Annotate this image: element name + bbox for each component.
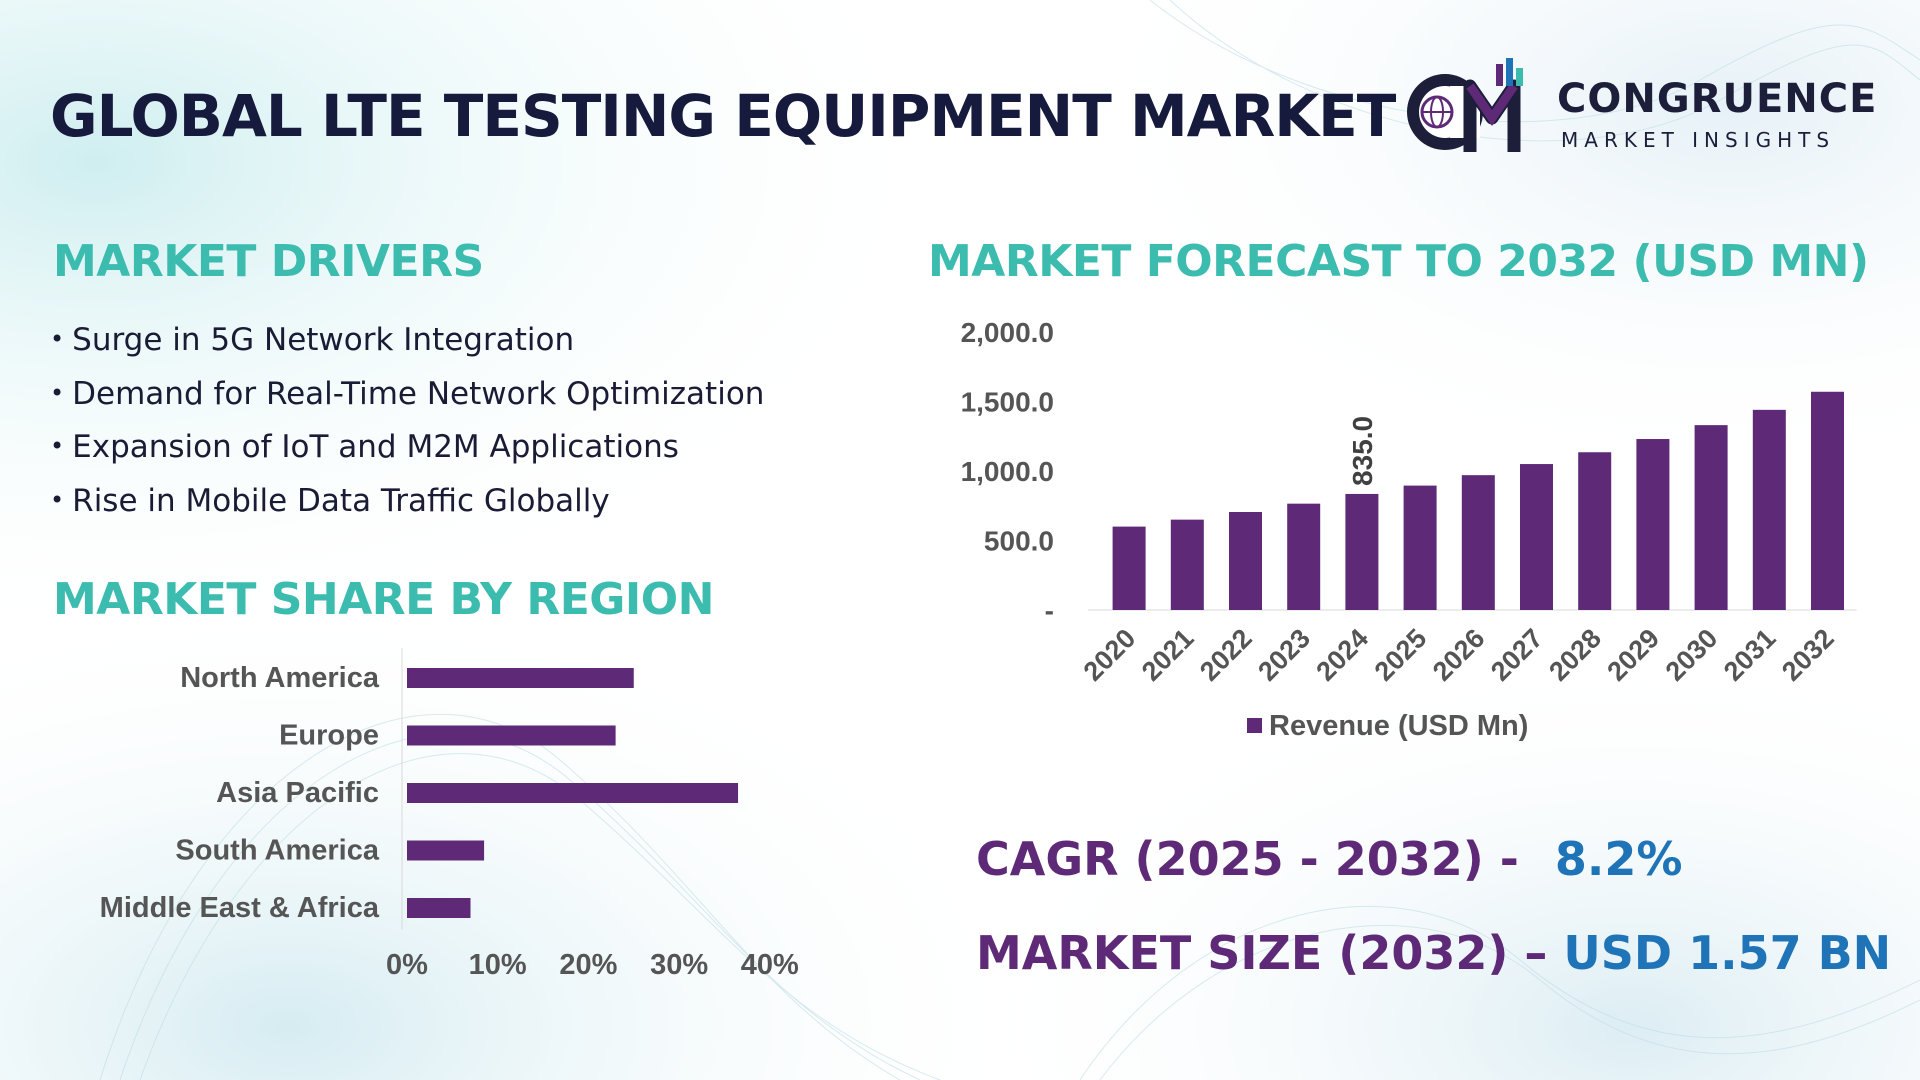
forecast-bar — [1287, 503, 1321, 610]
market-forecast-heading: MARKET FORECAST TO 2032 (USD MN) — [928, 236, 1869, 287]
forecast-bar — [1345, 493, 1379, 610]
region-category-label: South America — [175, 835, 379, 867]
region-bar — [407, 840, 485, 861]
cmi-globe-bars-logo-icon — [1407, 58, 1523, 152]
forecast-bar — [1170, 519, 1204, 610]
forecast-year-label: 2024 — [1310, 623, 1374, 687]
page-title: GLOBAL LTE TESTING EQUIPMENT MARKET — [50, 82, 1396, 150]
forecast-y-tick-label: 1,000.0 — [961, 456, 1054, 487]
market-size-stat: MARKET SIZE (2032) – USD 1.57 BN — [976, 926, 1891, 980]
forecast-bar — [1112, 526, 1146, 610]
forecast-bar — [1752, 409, 1786, 610]
forecast-year-label: 2020 — [1078, 623, 1142, 687]
market-share-region-heading: MARKET SHARE BY REGION — [53, 574, 715, 625]
logo-name: CONGRUENCE — [1557, 76, 1878, 122]
region-x-tick-label: 40% — [741, 949, 799, 981]
forecast-year-label: 2029 — [1601, 623, 1665, 687]
region-x-tick-label: 0% — [386, 949, 428, 981]
region-bar — [407, 783, 739, 803]
forecast-year-label: 2023 — [1252, 623, 1316, 687]
region-x-tick-label: 30% — [650, 949, 708, 981]
forecast-year-label: 2026 — [1427, 623, 1491, 687]
forecast-bar-chart: -500.01,000.01,500.02,000.02020202120222… — [961, 317, 1857, 742]
region-share-bar-chart: North America Europe Asia Pacific South Ame… — [100, 648, 799, 981]
region-bar — [407, 668, 634, 688]
region-bar — [407, 725, 616, 746]
forecast-bar — [1461, 475, 1495, 610]
driver-text: Surge in 5G Network Integration — [72, 322, 575, 358]
forecast-y-tick-label: 1,500.0 — [961, 387, 1054, 418]
market-drivers-heading: MARKET DRIVERS — [53, 236, 484, 287]
region-bar — [407, 898, 471, 918]
driver-item: • Surge in 5G Network Integration — [50, 322, 575, 358]
market-size-label: MARKET SIZE (2032) – — [976, 926, 1548, 980]
driver-text: Demand for Real-Time Network Optimizatio… — [72, 375, 765, 412]
forecast-year-label: 2022 — [1194, 623, 1258, 687]
forecast-year-label: 2031 — [1718, 623, 1782, 687]
forecast-bar — [1811, 391, 1844, 610]
cagr-label: CAGR (2025 - 2032) - — [976, 832, 1519, 886]
forecast-bar — [1520, 464, 1553, 610]
market-drivers-list: • Surge in 5G Network Integration • Demand… — [50, 322, 764, 536]
forecast-y-tick-label: 2,000.0 — [961, 317, 1054, 348]
brand-logo: CONGRUENCE MARKET INSIGHTS — [1400, 56, 1876, 156]
forecast-year-label: 2032 — [1776, 623, 1840, 687]
market-size-value: USD 1.57 BN — [1563, 926, 1892, 980]
region-category-label: Middle East & Africa — [100, 892, 380, 924]
driver-item: • Expansion of IoT and M2M Applications — [50, 429, 679, 465]
forecast-year-label: 2028 — [1543, 623, 1607, 687]
cagr-stat: CAGR (2025 - 2032) - 8.2% — [976, 832, 1682, 886]
region-category-label: Asia Pacific — [216, 777, 379, 809]
region-x-tick-label: 20% — [559, 949, 617, 981]
region-category-label: Europe — [279, 720, 379, 752]
forecast-y-tick-label: 500.0 — [984, 526, 1054, 557]
driver-text: Expansion of IoT and M2M Applications — [72, 429, 679, 465]
driver-item: • Rise in Mobile Data Traffic Globally — [50, 482, 610, 519]
forecast-bar — [1229, 512, 1262, 610]
driver-item: • Demand for Real-Time Network Optimizati… — [50, 375, 765, 412]
forecast-bar — [1694, 425, 1728, 610]
forecast-year-label: 2021 — [1136, 623, 1200, 687]
region-x-tick-label: 10% — [469, 949, 527, 981]
region-category-label: North America — [180, 662, 380, 694]
forecast-bar — [1636, 439, 1670, 610]
forecast-legend-swatch — [1247, 718, 1262, 733]
forecast-legend-label: Revenue (USD Mn) — [1269, 710, 1528, 742]
cagr-value: 8.2% — [1554, 832, 1683, 886]
forecast-bar — [1403, 485, 1437, 610]
forecast-year-label: 2025 — [1369, 623, 1433, 687]
forecast-y-tick-label: - — [1045, 595, 1054, 626]
driver-text: Rise in Mobile Data Traffic Globally — [72, 482, 610, 519]
forecast-bar — [1578, 452, 1612, 610]
forecast-year-label: 2030 — [1660, 623, 1724, 687]
forecast-year-label: 2027 — [1485, 623, 1549, 687]
forecast-data-label: 835.0 — [1347, 416, 1378, 486]
logo-tagline: MARKET INSIGHTS — [1561, 128, 1836, 152]
